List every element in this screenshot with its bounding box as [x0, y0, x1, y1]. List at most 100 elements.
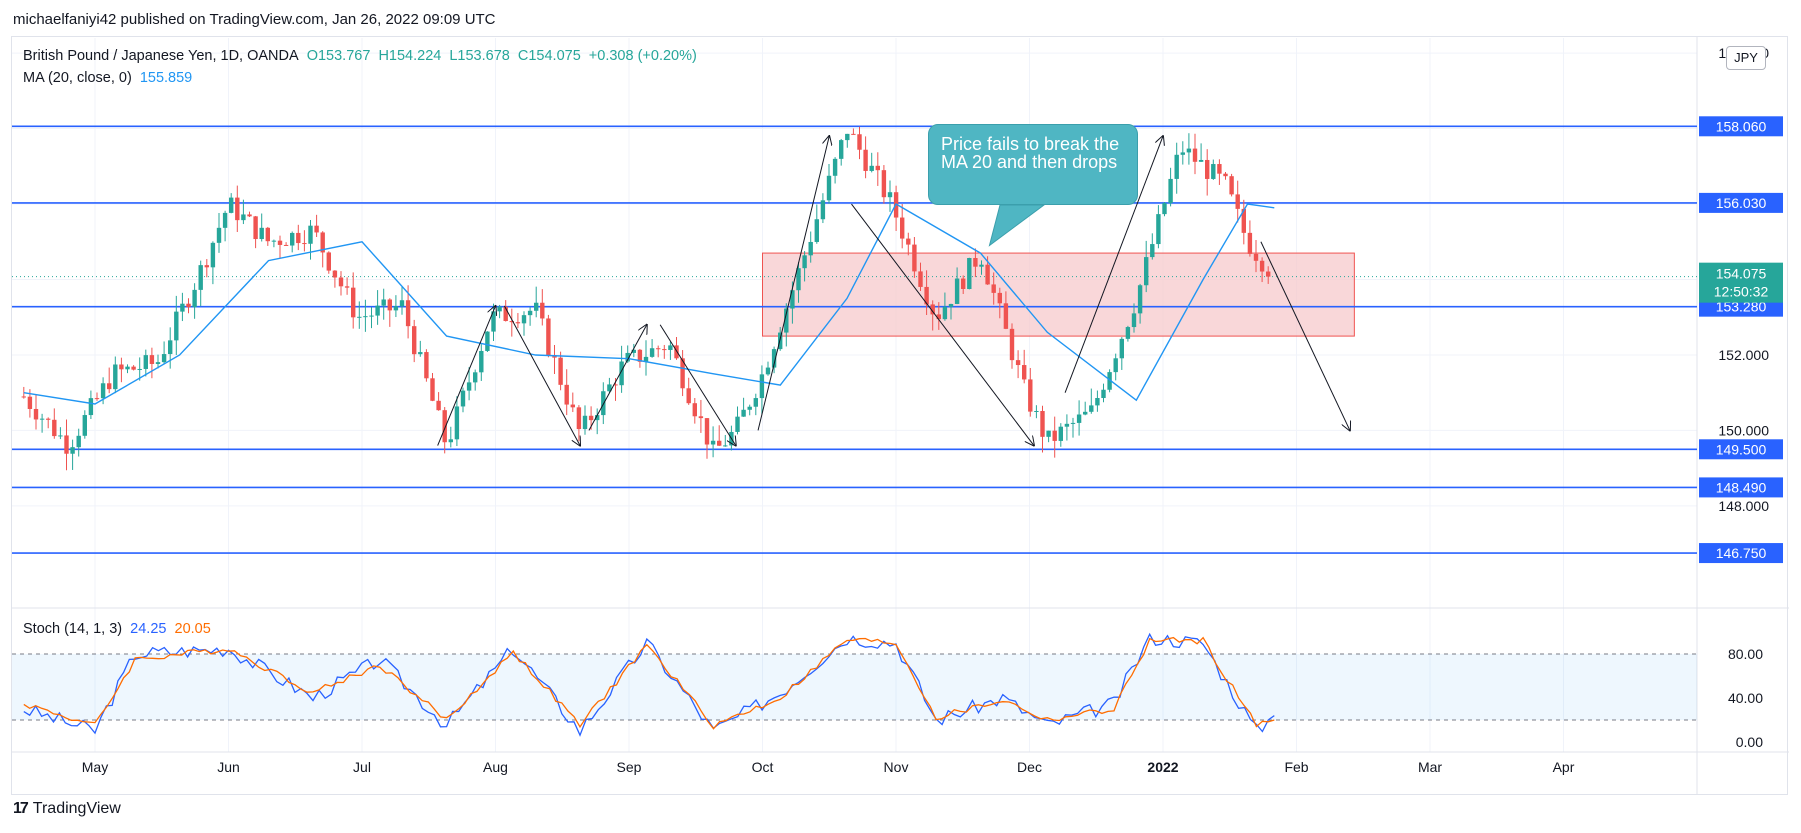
candle-body: [253, 216, 258, 240]
candle-body: [247, 214, 252, 217]
candle-body: [680, 358, 685, 389]
candle-body: [1089, 405, 1094, 412]
candle-body: [296, 232, 301, 244]
candle-body: [1144, 257, 1149, 286]
candle-body: [668, 345, 673, 350]
candle-body: [1095, 398, 1100, 406]
candle-body: [765, 367, 771, 375]
candle-body: [845, 133, 850, 141]
candle-body: [381, 299, 386, 306]
level-tag-label: 148.490: [1716, 479, 1767, 495]
candle-body: [1253, 253, 1259, 261]
candle-body: [820, 200, 826, 220]
stoch-tick-label: 0.00: [1736, 734, 1763, 750]
time-tick-label: May: [82, 759, 108, 775]
candle-body: [204, 265, 209, 268]
level-tag: [1699, 439, 1783, 460]
brand-label: TradingView: [32, 800, 121, 817]
candle-body: [76, 435, 81, 448]
candle-body: [930, 304, 935, 315]
candle-body: [1107, 372, 1112, 390]
candle-body: [473, 372, 478, 383]
candle-body: [954, 278, 960, 304]
candle-body: [942, 306, 948, 320]
candle-body: [875, 165, 880, 171]
candle-body: [198, 265, 203, 290]
candle-body: [601, 391, 606, 416]
candle-body: [58, 435, 63, 437]
candle-body: [88, 398, 94, 416]
candle-body: [1229, 176, 1234, 195]
open-value: O153.767: [306, 48, 371, 64]
candle-body: [625, 352, 630, 362]
candle-body: [283, 244, 289, 246]
candle-body: [497, 306, 502, 312]
close-value: C154.075: [517, 48, 581, 64]
candle-body: [424, 352, 429, 379]
candle-body: [436, 400, 441, 411]
tradingview-brand[interactable]: 17 TradingView: [13, 800, 121, 818]
high-value: H154.224: [378, 48, 442, 64]
candle-body: [967, 258, 972, 289]
candle-body: [686, 388, 691, 404]
candle-body: [808, 241, 813, 256]
candle-body: [143, 355, 148, 369]
candle-body: [649, 348, 655, 357]
candle-body: [277, 240, 283, 245]
candle-body: [1186, 148, 1192, 153]
candle-body: [338, 277, 344, 287]
candle-body: [595, 415, 600, 421]
candle-body: [1211, 164, 1216, 179]
candle-body: [1205, 159, 1210, 179]
candle-body: [973, 258, 978, 267]
stoch-k-line: [23, 632, 1275, 737]
candle-body: [857, 134, 862, 150]
candle-body: [466, 382, 472, 391]
candle-body: [1040, 410, 1045, 437]
time-tick-label: Jul: [353, 759, 371, 775]
candle-body: [180, 303, 185, 312]
annotation-pointer: [988, 204, 1046, 247]
level-tag: [1699, 477, 1783, 498]
candle-body: [412, 326, 417, 355]
candle-body: [229, 197, 234, 213]
candle-body: [21, 396, 26, 398]
last-price-label: 154.075: [1716, 266, 1767, 282]
candle-body: [491, 311, 496, 332]
candle-body: [442, 410, 447, 443]
candle-body: [534, 302, 539, 311]
candle-body: [814, 219, 819, 242]
candle-body: [259, 227, 264, 240]
time-tick-label: Nov: [884, 759, 909, 775]
candle-body: [332, 270, 338, 278]
time-tick-label: Dec: [1017, 759, 1042, 775]
candle-body: [1028, 379, 1033, 412]
trend-arrow: [851, 203, 1034, 445]
candle-body: [784, 308, 789, 333]
candle-body: [985, 264, 990, 285]
candle-body: [448, 439, 453, 443]
change-value: +0.308 (+0.20%): [588, 48, 697, 64]
candle-body: [826, 175, 832, 201]
candle-body: [1156, 214, 1161, 245]
time-tick-label: Mar: [1418, 759, 1442, 775]
stoch-tick-label: 40.00: [1728, 690, 1763, 706]
candle-body: [94, 398, 100, 400]
currency-button[interactable]: JPY: [1726, 46, 1766, 70]
candle-body: [723, 445, 728, 447]
tradingview-logo-icon: 17: [13, 800, 29, 817]
candle-body: [991, 284, 996, 293]
candle-body: [1076, 414, 1082, 423]
level-tag-label: 156.030: [1716, 195, 1767, 211]
candle-body: [869, 165, 874, 171]
candle-body: [1046, 430, 1051, 437]
candle-body: [607, 384, 612, 392]
trend-arrow: [1260, 241, 1350, 431]
candle-body: [479, 350, 484, 373]
stoch-tick-label: 80.00: [1728, 646, 1763, 662]
ma-label: MA (20, close, 0): [23, 70, 132, 86]
candle-body: [521, 315, 527, 324]
time-tick-label: 2022: [1147, 759, 1178, 775]
candle-body: [265, 227, 270, 242]
